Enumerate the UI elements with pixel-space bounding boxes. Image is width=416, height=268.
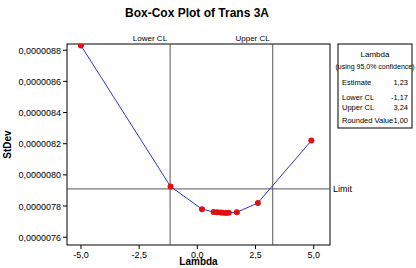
lambda-row-label: Upper CL	[342, 103, 374, 112]
data-point	[226, 210, 232, 216]
x-tick	[255, 245, 256, 249]
x-tick	[80, 245, 81, 249]
data-point	[308, 138, 314, 144]
plot-frame	[67, 44, 330, 245]
upper-cl-label: Upper CL	[235, 34, 270, 43]
lambda-box	[338, 44, 412, 128]
x-tick-label: -2,5	[131, 250, 147, 260]
y-tick-label: 0,0000084	[18, 108, 61, 118]
limit-line	[67, 188, 330, 189]
y-tick-label: 0,0000088	[18, 46, 61, 56]
lambda-row-label: Rounded Value	[342, 116, 393, 125]
y-tick	[63, 206, 67, 207]
x-tick-label: 2,5	[249, 250, 262, 260]
lower-cl-label: Lower CL	[133, 34, 168, 43]
stdev-line	[81, 46, 311, 213]
lambda-box-title: Lambda	[361, 50, 390, 59]
lambda-row-label: Lower CL	[342, 93, 374, 102]
x-tick	[313, 245, 314, 249]
x-tick	[197, 245, 198, 249]
y-tick	[63, 143, 67, 144]
confidence-limit-line	[272, 44, 273, 245]
data-point	[255, 200, 261, 206]
confidence-limit-line	[170, 44, 171, 245]
lambda-row-value: -1,17	[391, 93, 408, 102]
lambda-row-value: 1,00	[393, 116, 408, 125]
y-tick	[63, 174, 67, 175]
y-tick-label: 0,0000078	[18, 202, 61, 212]
x-axis-label: Lambda	[179, 256, 218, 267]
lambda-row-value: 3,24	[393, 103, 408, 112]
lambda-box-subtitle: (using 95,0% confidence)	[336, 63, 415, 71]
y-axis-label: StDev	[2, 130, 13, 159]
data-point	[78, 44, 84, 49]
y-tick	[63, 81, 67, 82]
y-tick	[63, 50, 67, 51]
x-tick	[139, 245, 140, 249]
plot-area	[67, 44, 330, 245]
x-tick-label: 5,0	[307, 250, 320, 260]
data-point	[234, 209, 240, 215]
y-tick-label: 0,0000076	[18, 233, 61, 243]
x-tick-label: -5,0	[73, 250, 89, 260]
lambda-row-value: 1,23	[393, 78, 408, 87]
chart: Box-Cox Plot of Trans 3A 0,0000076 0,00000…	[0, 0, 416, 268]
data-point	[199, 206, 205, 212]
lambda-row-label: Estimate	[342, 78, 371, 87]
data-point	[168, 184, 174, 190]
y-tick-label: 0,0000086	[18, 77, 61, 87]
y-tick-label: 0,0000082	[18, 139, 61, 149]
y-tick-label: 0,0000080	[18, 170, 61, 180]
title: Box-Cox Plot of Trans 3A	[125, 6, 269, 20]
y-tick	[63, 112, 67, 113]
limit-label: Limit	[333, 184, 353, 194]
y-tick	[63, 237, 67, 238]
